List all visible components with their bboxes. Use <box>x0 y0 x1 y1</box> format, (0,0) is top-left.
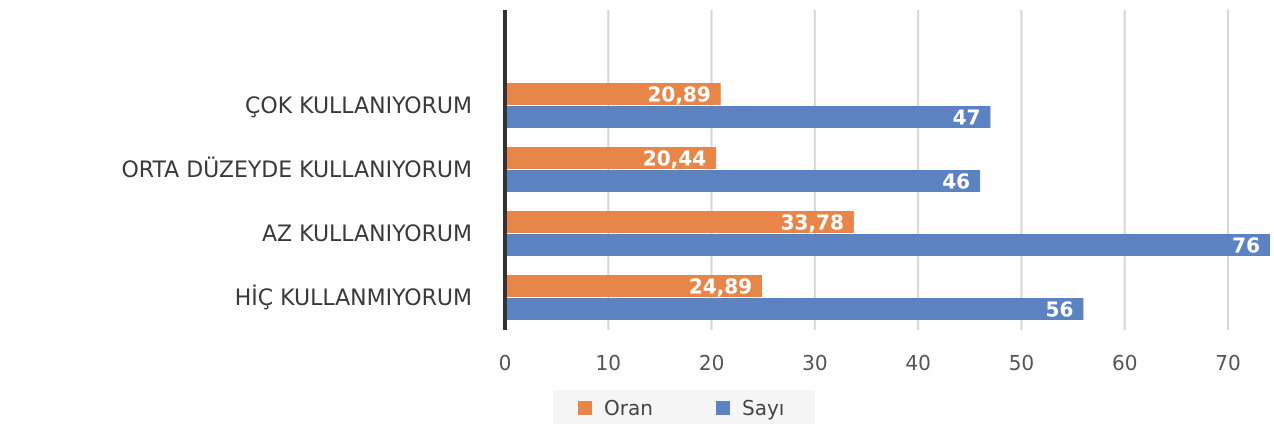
x-axis-tick-labels: 0 10 20 30 40 50 60 70 <box>499 351 1241 375</box>
x-tick-label: 60 <box>1112 351 1137 375</box>
x-tick-label: 0 <box>499 351 512 375</box>
bar-sayı-0 <box>507 106 991 128</box>
bar-oran-3 <box>507 275 763 297</box>
data-label: 24,89 <box>689 275 752 299</box>
data-label: 20,89 <box>647 83 710 107</box>
data-label: 47 <box>953 106 981 130</box>
data-labels: 20,89 47 20,44 46 33,78 76 24,89 56 <box>643 83 1260 322</box>
bar-oran-0 <box>507 83 721 105</box>
bar-oran-1 <box>507 147 717 169</box>
legend-label-oran: Oran <box>604 396 653 420</box>
x-tick-label: 20 <box>699 351 724 375</box>
x-tick-label: 50 <box>1009 351 1034 375</box>
bar-sayı-1 <box>507 170 981 192</box>
legend-swatch-sayı <box>716 401 730 415</box>
category-label: ÇOK KULLANIYORUM <box>245 94 472 119</box>
category-label: AZ KULLANIYORUM <box>262 222 472 247</box>
bar-sayı-3 <box>507 298 1084 320</box>
category-label: ORTA DÜZEYDE KULLANIYORUM <box>121 157 472 183</box>
legend-swatch-oran <box>578 401 592 415</box>
x-tick-label: 70 <box>1215 351 1240 375</box>
data-label: 46 <box>942 170 970 194</box>
category-label: HİÇ KULLANMIYORUM <box>235 285 472 311</box>
category-labels: ÇOK KULLANIYORUM ORTA DÜZEYDE KULLANIYORU… <box>121 94 472 311</box>
legend-label-sayı: Sayı <box>742 396 784 420</box>
bar-oran-2 <box>507 211 854 233</box>
legend-background <box>553 390 815 424</box>
data-label: 33,78 <box>781 211 844 235</box>
data-label: 56 <box>1046 298 1074 322</box>
x-tick-label: 10 <box>596 351 621 375</box>
bars <box>507 83 1270 320</box>
legend: Oran Sayı <box>553 390 815 424</box>
data-label: 76 <box>1232 234 1260 258</box>
x-tick-label: 40 <box>905 351 930 375</box>
x-tick-label: 30 <box>802 351 827 375</box>
data-label: 20,44 <box>643 147 706 171</box>
bar-sayı-2 <box>507 234 1270 256</box>
